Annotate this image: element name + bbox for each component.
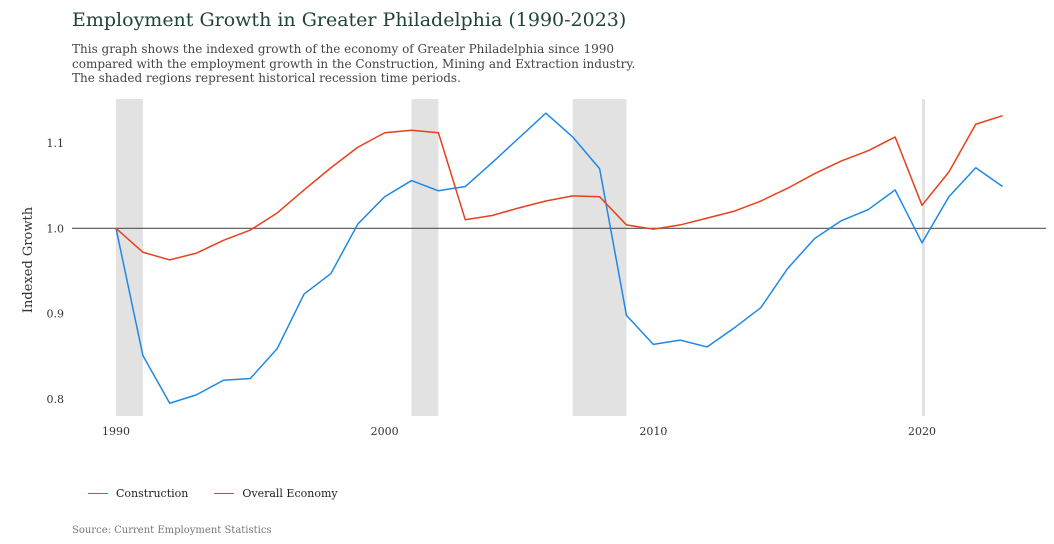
legend-item-construction: Construction [88,487,188,500]
subtitle-line: This graph shows the indexed growth of t… [72,42,614,56]
recession-band [411,99,439,416]
series-line-overall-economy [115,114,1003,261]
legend-swatch-construction [88,493,108,494]
y-tick-label: 0.8 [47,393,65,406]
x-tick-label: 2020 [908,425,936,438]
legend-label: Construction [116,487,189,500]
legend-item-overall-economy: Overall Economy [214,487,338,500]
chart-subtitle: This graph shows the indexed growth of t… [72,42,832,86]
recession-band [572,99,627,416]
recession-band [116,99,143,416]
chart-title: Employment Growth in Greater Philadelphi… [72,9,627,31]
legend: Construction Overall Economy [88,487,338,500]
x-tick-label: 2010 [639,425,667,438]
x-tick-label: 1990 [102,425,130,438]
recession-bands [116,99,925,416]
x-tick-label: 2000 [371,425,399,438]
y-axis-label: Indexed Growth [21,206,36,313]
y-tick-label: 1.0 [47,222,65,235]
legend-label: Overall Economy [242,487,338,500]
y-axis-ticks: 0.8 0.9 1.0 1.1 [47,137,65,406]
series-layer [115,112,1004,405]
series-line-construction [115,112,1004,405]
recession-band [922,99,925,416]
x-axis-ticks: 1990 2000 2010 2020 [102,425,936,438]
subtitle-line: compared with the employment growth in t… [72,56,636,71]
y-tick-label: 1.1 [47,137,65,150]
subtitle-line: The shaded regions represent historical … [72,71,461,85]
source-note: Source: Current Employment Statistics [72,525,272,536]
y-tick-label: 0.9 [47,308,65,321]
legend-swatch-overall-economy [214,493,235,494]
